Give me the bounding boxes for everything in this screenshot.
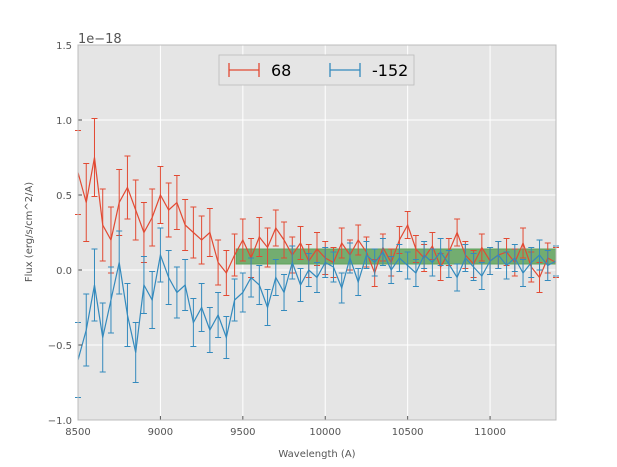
x-tick-label: 11000 — [474, 427, 506, 438]
ticks: 8500 9000 9500 10000 10500 11000 −1.0 −0.5 0.0 0.… — [48, 41, 506, 438]
series-2 — [75, 227, 559, 398]
y-tick-label: 0.0 — [56, 266, 72, 277]
series-layer — [75, 118, 559, 398]
series-line — [77, 157, 557, 279]
x-axis-label: Wavelength (A) — [278, 449, 355, 460]
y-offset-label: 1e−18 — [78, 32, 122, 47]
legend-label: -152 — [372, 61, 408, 80]
legend-label: 68 — [271, 61, 291, 80]
y-tick-label: 0.5 — [56, 191, 72, 202]
y-tick-label: −1.0 — [48, 416, 72, 427]
x-tick-label: 10000 — [309, 427, 341, 438]
y-tick-label: 1.0 — [56, 116, 72, 127]
series-line — [77, 250, 557, 361]
x-tick-label: 10500 — [392, 427, 424, 438]
x-tick-label: 9000 — [148, 427, 173, 438]
legend-entry-2: -152 — [329, 61, 408, 80]
legend-entry-1: 68 — [228, 61, 291, 80]
plot-frame — [77, 44, 557, 421]
y-tick-label: −0.5 — [48, 341, 72, 352]
y-tick-label: 1.5 — [56, 41, 72, 52]
y-axis-label: Flux (erg/s/cm^2/A) — [24, 182, 35, 282]
legend: 68 -152 — [218, 54, 415, 86]
x-tick-label: 9500 — [230, 427, 255, 438]
x-tick-label: 8500 — [65, 427, 90, 438]
